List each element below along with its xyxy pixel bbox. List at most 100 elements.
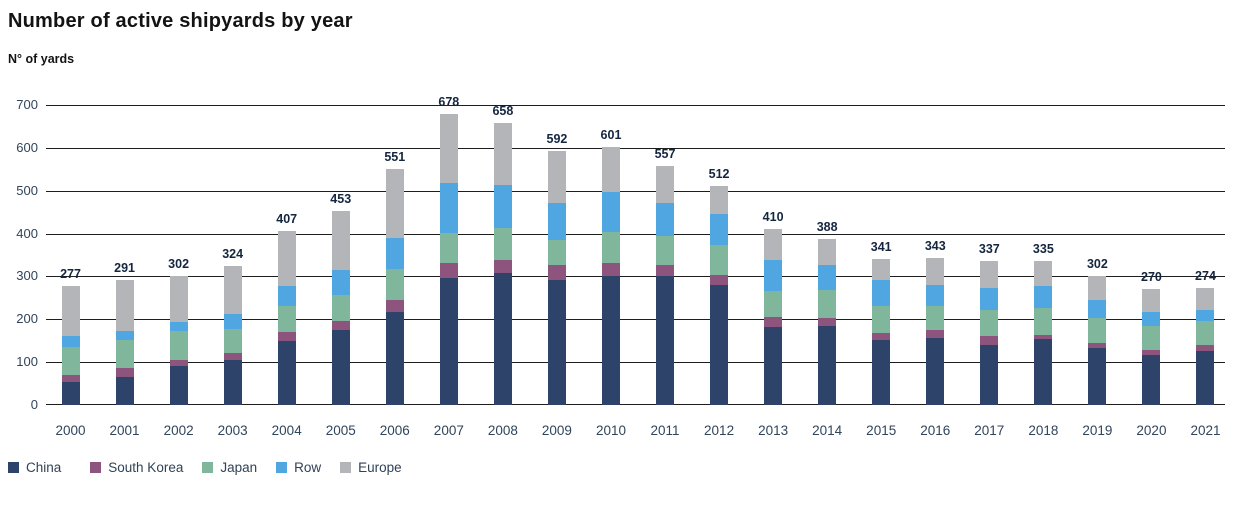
bar-segment-south-korea: [601, 263, 620, 277]
x-tick-label-2014: 2014: [812, 423, 843, 438]
bar-segment-row: [385, 238, 404, 270]
bar-segment-row: [601, 192, 620, 233]
bar-segment-south-korea: [1034, 334, 1053, 339]
y-tick-label-700: 700: [16, 97, 38, 112]
bar-total-label: 291: [114, 261, 135, 276]
bar-segment-china: [493, 272, 512, 405]
bar-segment-china: [439, 278, 458, 405]
legend-swatch-icon: [8, 462, 19, 473]
bar-segment-europe: [601, 147, 620, 193]
x-tick-label-2016: 2016: [920, 423, 951, 438]
bar-2012: [710, 185, 729, 405]
bar-2010: [601, 147, 620, 405]
bar-2020: [1142, 289, 1161, 405]
legend-swatch-icon: [202, 462, 214, 473]
bar-segment-south-korea: [818, 318, 837, 326]
gridline-300: [46, 276, 1225, 277]
bar-2003: [223, 266, 242, 405]
bar-2011: [656, 166, 675, 405]
bar-segment-south-korea: [547, 265, 566, 280]
bar-segment-row: [980, 288, 999, 311]
bar-segment-row: [277, 285, 296, 307]
bar-segment-europe: [710, 185, 729, 214]
bar-segment-row: [1196, 310, 1215, 321]
bar-segment-china: [710, 285, 729, 405]
bar-segment-europe: [331, 210, 350, 271]
bar-segment-china: [764, 326, 783, 405]
gridline-100: [46, 362, 1225, 363]
bar-segment-south-korea: [115, 368, 134, 377]
bar-segment-south-korea: [385, 300, 404, 312]
y-axis-unit-label: N° of yards: [8, 52, 75, 66]
bar-segment-europe: [818, 238, 837, 266]
bar-segment-china: [1088, 347, 1107, 405]
bar-segment-japan: [601, 232, 620, 264]
legend-label: China: [26, 460, 62, 475]
bar-segment-japan: [223, 328, 242, 354]
gridline-0: [46, 404, 1225, 405]
bar-2017: [980, 260, 999, 405]
bar-2000: [61, 286, 80, 405]
bar-segment-south-korea: [980, 336, 999, 345]
bar-segment-china: [277, 340, 296, 405]
bar-total-label: 324: [222, 247, 244, 262]
bar-segment-row: [926, 285, 945, 307]
y-tick-label-0: 0: [30, 397, 38, 412]
bar-segment-japan: [764, 291, 783, 318]
x-tick-label-2018: 2018: [1028, 423, 1059, 438]
bar-segment-south-korea: [493, 259, 512, 273]
bar-segment-row: [818, 265, 837, 291]
bar-2008: [493, 123, 512, 405]
x-tick-label-2009: 2009: [541, 423, 572, 438]
bar-segment-row: [115, 330, 134, 340]
bar-segment-japan: [872, 305, 891, 333]
bar-segment-row: [764, 259, 783, 292]
x-tick-label-2007: 2007: [433, 423, 464, 438]
x-tick-label-2012: 2012: [704, 423, 735, 438]
bar-segment-japan: [385, 269, 404, 301]
bar-segment-japan: [980, 310, 999, 336]
x-tick-label-2013: 2013: [758, 423, 789, 438]
bar-segment-europe: [1196, 287, 1215, 311]
bar-segment-row: [872, 280, 891, 306]
bar-segment-south-korea: [277, 331, 296, 341]
bar-segment-south-korea: [169, 359, 188, 367]
bar-segment-japan: [926, 306, 945, 330]
bar-segment-japan: [169, 330, 188, 360]
legend-item-china: China: [8, 460, 61, 475]
bar-total-label: 557: [654, 147, 676, 162]
x-tick-label-2000: 2000: [55, 423, 86, 438]
gridline-600: [46, 148, 1225, 149]
bar-total-label: 343: [924, 239, 946, 253]
bar-segment-china: [169, 366, 188, 405]
bar-segment-china: [385, 312, 404, 405]
bar-segment-south-korea: [1142, 349, 1161, 355]
bar-segment-china: [115, 376, 134, 405]
bar-segment-row: [1142, 312, 1161, 326]
x-tick-label-2011: 2011: [650, 423, 680, 438]
chart-title: Number of active shipyards by year: [8, 10, 353, 32]
bar-segment-china: [223, 359, 242, 405]
bar-total-label: 270: [1141, 270, 1162, 285]
bar-segment-row: [61, 335, 80, 348]
bar-2016: [926, 258, 945, 405]
bar-segment-europe: [1088, 275, 1107, 301]
bar-segment-row: [331, 270, 350, 295]
bar-segment-europe: [385, 168, 404, 239]
bar-total-label: 302: [1086, 256, 1108, 271]
x-tick-label-2017: 2017: [974, 423, 1005, 438]
bar-segment-south-korea: [331, 321, 350, 330]
bar-segment-china: [926, 338, 945, 405]
bar-segment-japan: [710, 244, 729, 275]
gridline-700: [46, 105, 1225, 106]
bar-segment-row: [223, 313, 242, 329]
bar-segment-south-korea: [656, 264, 675, 276]
bar-segment-china: [980, 345, 999, 405]
bar-2021: [1196, 287, 1215, 405]
y-tick-label-600: 600: [16, 140, 38, 155]
bar-total-label: 678: [438, 95, 460, 110]
bar-segment-china: [818, 325, 837, 405]
bar-segment-south-korea: [223, 353, 242, 360]
bar-2001: [115, 280, 134, 405]
